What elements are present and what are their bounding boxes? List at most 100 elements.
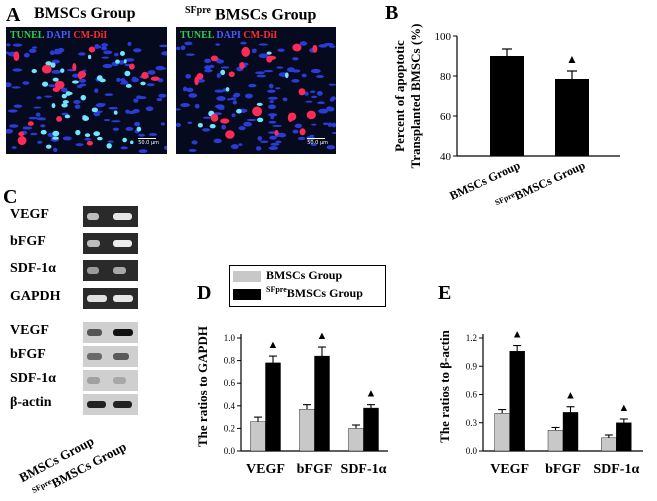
nucleus-blue bbox=[40, 124, 46, 128]
nucleus-blue bbox=[238, 143, 243, 146]
bar bbox=[299, 408, 315, 452]
nucleus-blue bbox=[184, 41, 193, 46]
y-tick-label: 80 bbox=[440, 71, 452, 83]
y-axis-label-line: Transplanted BMSCs (%) bbox=[408, 24, 423, 169]
nucleus-blue bbox=[94, 44, 100, 50]
nucleus-blue bbox=[213, 138, 222, 144]
nucleus-blue bbox=[243, 121, 253, 127]
y-tick-label: 0.4 bbox=[224, 401, 236, 411]
nucleus-blue bbox=[101, 56, 110, 59]
bar bbox=[314, 355, 330, 452]
blot-band bbox=[113, 213, 132, 220]
nucleus-tunel bbox=[115, 59, 120, 64]
cell-cmdil bbox=[27, 121, 34, 126]
cell-cmdil bbox=[54, 80, 65, 90]
cell-cmdil bbox=[72, 63, 77, 72]
cell-cmdil bbox=[220, 118, 230, 124]
nucleus-blue bbox=[248, 83, 257, 88]
cell-cmdil bbox=[288, 112, 297, 121]
nucleus-blue bbox=[51, 70, 62, 74]
nucleus-blue bbox=[292, 129, 299, 134]
x-category-label: VEGF bbox=[246, 462, 285, 477]
cell-cmdil bbox=[299, 128, 306, 136]
micrograph-bmscs-cells bbox=[6, 41, 167, 154]
nucleus-blue bbox=[120, 146, 128, 150]
nucleus-blue bbox=[31, 46, 38, 49]
cell-cmdil bbox=[210, 113, 219, 122]
nucleus-blue bbox=[297, 136, 306, 141]
cell-cmdil bbox=[56, 116, 63, 122]
nucleus-blue bbox=[145, 106, 154, 112]
panel-a-right-title-sup: SFpre bbox=[185, 5, 211, 16]
cell-cmdil bbox=[13, 51, 20, 62]
cell-cmdil bbox=[52, 87, 60, 92]
nucleus-blue bbox=[160, 122, 165, 126]
panel-a-right-title-text: BMSCs Group bbox=[210, 6, 317, 24]
nucleus-blue bbox=[256, 74, 267, 78]
blot-band bbox=[113, 401, 132, 408]
nucleus-blue bbox=[159, 44, 167, 48]
nucleus-blue bbox=[275, 87, 281, 90]
nucleus-tunel bbox=[220, 69, 226, 76]
cell-cmdil bbox=[150, 76, 160, 81]
bar bbox=[494, 413, 510, 452]
nucleus-blue bbox=[23, 52, 30, 58]
nucleus-tunel bbox=[136, 126, 142, 132]
nucleus-blue bbox=[220, 66, 230, 69]
blot-band bbox=[87, 267, 99, 274]
nucleus-tunel bbox=[113, 110, 118, 115]
legend-label-sfpre: SFpreBMSCs Group bbox=[266, 285, 363, 301]
x-category-label: SDF-1α bbox=[593, 462, 639, 477]
nucleus-blue bbox=[161, 51, 167, 56]
nucleus-blue bbox=[270, 142, 280, 146]
stain-legend: TUNEL DAPI CM-DiI bbox=[10, 30, 107, 41]
x-category-label: bFGF bbox=[545, 462, 581, 477]
nucleus-tunel bbox=[106, 143, 112, 149]
blot-strip bbox=[83, 346, 138, 367]
nucleus-blue bbox=[275, 140, 282, 144]
nucleus-blue bbox=[148, 133, 158, 136]
nucleus-blue bbox=[230, 144, 239, 150]
nucleus-blue bbox=[12, 68, 23, 72]
nucleus-blue bbox=[191, 140, 198, 145]
nucleus-blue bbox=[71, 73, 80, 78]
nucleus-blue bbox=[61, 87, 68, 93]
nucleus-blue bbox=[125, 109, 130, 114]
nucleus-blue bbox=[116, 77, 121, 82]
nucleus-tunel bbox=[51, 103, 56, 109]
nucleus-blue bbox=[318, 44, 328, 48]
nucleus-tunel bbox=[80, 94, 87, 101]
nucleus-blue bbox=[101, 46, 107, 51]
nucleus-tunel bbox=[197, 123, 203, 128]
nucleus-tunel bbox=[225, 87, 230, 92]
nucleus-blue bbox=[37, 140, 43, 144]
blot-strip bbox=[83, 370, 138, 391]
nucleus-blue bbox=[316, 91, 323, 96]
stain-cmdil: CM-DiI bbox=[243, 30, 278, 41]
nucleus-blue bbox=[54, 48, 59, 53]
nucleus-blue bbox=[132, 108, 140, 113]
nucleus-blue bbox=[221, 124, 227, 130]
nucleus-tunel bbox=[285, 72, 289, 79]
nucleus-blue bbox=[317, 101, 326, 105]
panel-b-letter: B bbox=[385, 2, 399, 24]
y-tick-label: 60 bbox=[440, 111, 452, 123]
panel-a-right-title: SFpre BMSCs Group bbox=[185, 5, 316, 24]
nucleus-tunel bbox=[42, 81, 49, 87]
nucleus-blue bbox=[30, 132, 38, 136]
nucleus-blue bbox=[217, 106, 225, 110]
bar bbox=[490, 56, 524, 156]
nucleus-blue bbox=[305, 100, 313, 103]
nucleus-blue bbox=[202, 116, 212, 119]
blot-band bbox=[113, 329, 133, 336]
nucleus-blue bbox=[329, 45, 336, 48]
bar bbox=[509, 350, 525, 452]
nucleus-blue bbox=[156, 97, 163, 102]
blot-strip bbox=[83, 394, 138, 415]
nucleus-tunel bbox=[96, 75, 103, 81]
nucleus-blue bbox=[79, 83, 87, 87]
y-axis-label-line: Percent of apoptotic bbox=[392, 40, 407, 152]
nucleus-blue bbox=[12, 43, 23, 47]
nucleus-tunel bbox=[91, 107, 98, 113]
nucleus-blue bbox=[322, 122, 329, 126]
